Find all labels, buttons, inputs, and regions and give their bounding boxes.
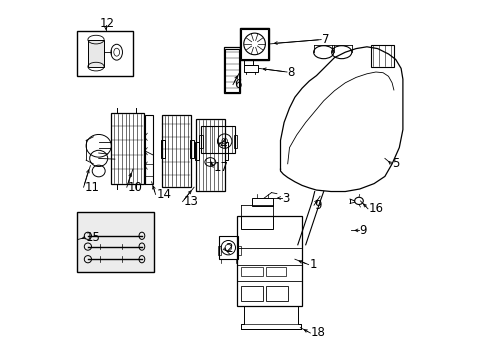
Text: 6: 6 — [233, 78, 241, 91]
Text: 16: 16 — [368, 202, 383, 215]
Bar — [199, 135, 203, 148]
Text: 9: 9 — [359, 224, 366, 237]
Text: 2: 2 — [224, 242, 232, 255]
Text: 7: 7 — [321, 33, 329, 46]
Text: 10: 10 — [127, 181, 142, 194]
Bar — [241, 216, 273, 229]
Bar — [224, 47, 239, 93]
Bar — [244, 65, 258, 72]
Bar — [162, 115, 190, 187]
Bar — [241, 29, 267, 59]
Text: 9: 9 — [314, 199, 322, 212]
Bar — [237, 216, 302, 306]
Text: 1: 1 — [309, 258, 316, 271]
Bar — [265, 267, 285, 276]
Bar — [195, 142, 199, 160]
Bar — [218, 236, 238, 259]
Bar — [240, 28, 268, 60]
Bar — [77, 212, 154, 272]
Text: 4: 4 — [219, 138, 226, 150]
Bar — [244, 59, 253, 65]
Bar — [77, 31, 133, 76]
Text: 15: 15 — [85, 231, 100, 244]
Bar — [218, 246, 221, 255]
Bar — [161, 140, 164, 158]
Bar — [224, 142, 228, 160]
Bar — [241, 267, 262, 276]
Bar — [251, 198, 273, 206]
Text: 12: 12 — [100, 17, 115, 30]
Text: 18: 18 — [310, 327, 325, 339]
Text: 8: 8 — [287, 66, 294, 78]
Bar — [233, 135, 237, 148]
Bar — [241, 286, 262, 301]
Bar — [145, 115, 152, 184]
Bar — [201, 126, 235, 153]
Text: 13: 13 — [183, 195, 198, 208]
Text: 5: 5 — [391, 157, 399, 170]
Bar — [196, 119, 224, 191]
Text: 14: 14 — [156, 188, 171, 201]
Bar — [370, 45, 393, 67]
Bar — [224, 49, 239, 92]
Bar — [265, 286, 287, 301]
Bar — [237, 246, 240, 255]
Bar — [88, 40, 104, 67]
Text: 17: 17 — [213, 161, 228, 174]
Text: 3: 3 — [282, 192, 289, 204]
Bar — [111, 113, 143, 184]
Text: 11: 11 — [84, 181, 99, 194]
Bar — [190, 140, 194, 158]
